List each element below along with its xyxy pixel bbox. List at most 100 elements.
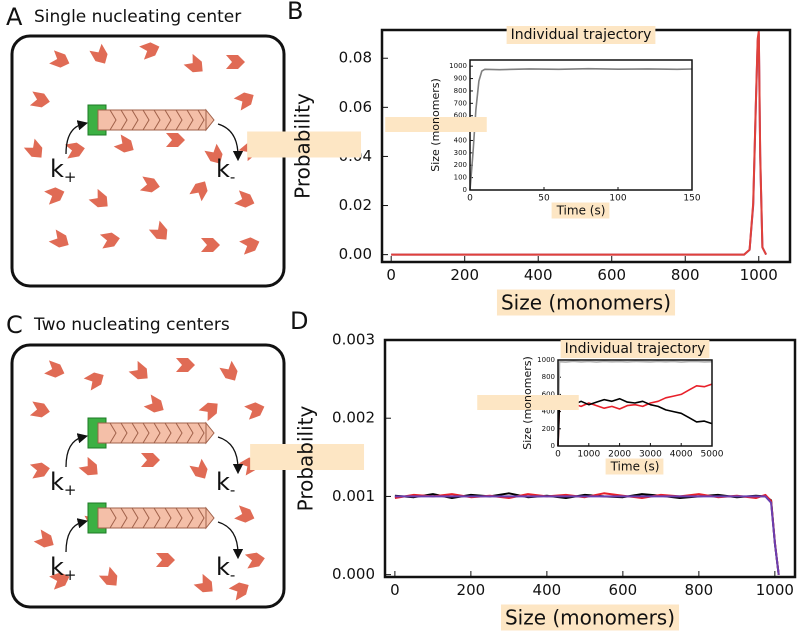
filament-chevron [175,507,183,529]
filament-chevron [175,422,183,444]
series-line [557,360,713,447]
series-line [391,30,767,256]
monomer [139,40,162,60]
monomer [29,461,52,479]
y-tick-label: 600 [542,390,555,398]
monomer [64,141,87,159]
y-tick-label: 300 [454,149,467,157]
filament-chevron [109,109,117,131]
y-tick-label: 400 [542,408,555,416]
panel-title: Single nucleating center [34,7,241,27]
rate-symbol: k [50,155,64,183]
monomer [113,134,138,157]
monomer [233,88,258,111]
x-tick-label: 100 [609,194,626,204]
monomer [143,394,168,417]
monomer [128,360,153,384]
label-background [385,117,487,132]
inset-title: Individual trajectory [565,341,706,357]
y-tick-label: 400 [454,136,467,144]
monomer [29,401,52,419]
filament-chevron [186,109,194,131]
label-background [500,604,680,631]
panel-letter: D [290,307,308,335]
filament-chevron [120,109,128,131]
label-background [496,289,676,316]
rate-subscript: - [230,481,235,499]
monomer [98,566,122,591]
diagram-a: A Single nucleating center k+ k- [6,3,286,288]
y-axis-label: Probability [291,93,315,199]
y-tick-label: 1000 [449,62,467,70]
diagram-c: C Two nucleating centers k+ k-k+ k- [6,311,286,609]
y-tick-label: 0.08 [339,49,372,67]
filament-chevron [197,422,205,444]
x-tick-label: 800 [685,581,714,599]
x-tick-label: 2000 [608,450,631,460]
arrow-off [217,123,244,162]
monomer [83,368,108,391]
cell-box [10,343,286,609]
monomer [148,220,172,245]
rate-subscript: - [230,566,235,584]
x-tick-label: 600 [609,581,638,599]
y-tick-label: 100 [454,174,467,182]
monomer [226,55,245,69]
monomer [44,360,67,380]
x-tick-label: 200 [450,266,479,284]
filament-chevron [131,422,139,444]
monomer [78,456,103,480]
arrow-off [217,521,244,560]
filament-chevron [197,109,205,131]
monomer [244,551,267,569]
x-tick-label: 4000 [670,450,693,460]
x-tick-label: 5000 [701,450,724,460]
y-tick-label: 800 [454,87,467,95]
panel-letter: C [6,311,23,339]
rate-symbol: k [216,468,230,496]
filament-tip [205,506,215,530]
label-background [605,458,664,475]
rate-constant: k+ [50,553,76,584]
series-line [394,495,780,575]
filament-chevron [109,422,117,444]
y-tick-label: 0.001 [332,487,375,505]
y-tick-label: 900 [454,75,467,83]
x-axis-label: Time (s) [610,460,660,474]
rate-symbol: k [50,553,64,581]
monomer [44,185,67,205]
x-tick-label: 0 [555,450,561,460]
y-axis-label: Probability [294,405,318,511]
panel-letter: A [6,3,23,31]
rate-subscript: + [64,168,77,186]
rate-constant: k- [216,553,235,584]
filament-chevron [131,507,139,529]
y-tick-label: 200 [542,425,555,433]
x-tick-label: 0 [467,194,473,204]
filament-chevron [164,422,172,444]
x-tick-label: 1000 [577,450,600,460]
y-tick-label: 600 [454,112,467,120]
monomer [189,177,212,202]
rate-constant: k+ [50,155,76,186]
monomer [234,190,257,210]
label-background [560,340,710,358]
filament-chevron [131,109,139,131]
series-line [469,67,693,191]
y-tick-label: 700 [454,99,467,107]
y-tick-label: 0.00 [339,245,372,263]
y-tick-label: 0.02 [339,196,372,214]
x-tick-label: 200 [457,581,486,599]
monomer [139,176,162,194]
monomer [193,573,218,597]
y-tick-label: 0.002 [332,409,375,427]
filament-chevron [142,109,150,131]
rate-constant: k- [216,468,235,499]
label-background [506,26,656,44]
x-tick-label: 50 [538,194,550,204]
monomer [29,91,52,109]
filament [97,507,207,529]
filament-chevron [142,422,150,444]
filament-chevron [153,507,161,529]
x-tick-label: 1000 [740,266,778,284]
